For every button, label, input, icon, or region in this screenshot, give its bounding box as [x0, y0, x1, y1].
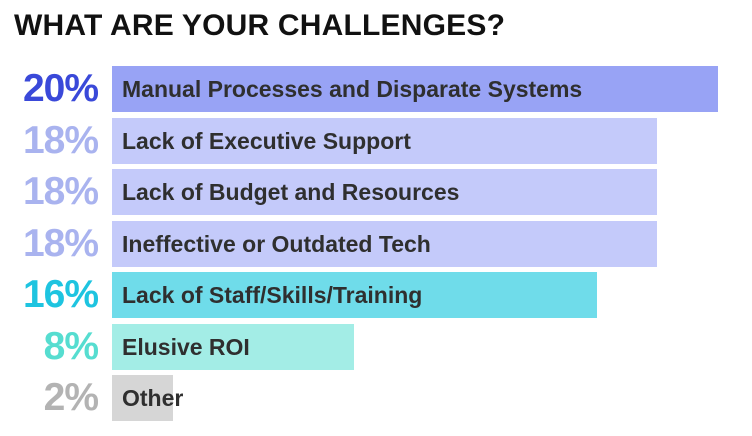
bar-row: 18% Ineffective or Outdated Tech [0, 221, 752, 267]
bar [112, 66, 718, 112]
value-label: 2% [43, 376, 99, 419]
value-label: 18% [22, 222, 99, 265]
category-label: Lack of Executive Support [122, 128, 411, 154]
category-label: Other [122, 385, 184, 411]
value-label: 20% [22, 67, 99, 110]
bar-row: 18% Lack of Budget and Resources [0, 169, 752, 215]
value-label: 8% [43, 325, 99, 368]
bar [112, 118, 657, 164]
value-label: 18% [22, 119, 99, 162]
category-label: Lack of Budget and Resources [122, 179, 460, 205]
category-label: Ineffective or Outdated Tech [122, 231, 431, 257]
bar-row: 8% Elusive ROI [0, 324, 752, 370]
value-label: 16% [22, 273, 99, 316]
bar [112, 324, 354, 370]
value-label: 18% [22, 170, 99, 213]
bar-row: 20% Manual Processes and Disparate System… [0, 66, 752, 112]
category-label: Manual Processes and Disparate Systems [122, 76, 583, 102]
bar-row: 16% Lack of Staff/Skills/Training [0, 272, 752, 318]
bar-row: 18% Lack of Executive Support [0, 118, 752, 164]
bar [112, 169, 657, 215]
category-label: Lack of Staff/Skills/Training [122, 282, 423, 308]
bar-row: 2% Other [0, 375, 752, 421]
bar [112, 221, 657, 267]
bar [112, 272, 597, 318]
chart-title: WHAT ARE YOUR CHALLENGES? [14, 9, 506, 42]
category-label: Elusive ROI [122, 334, 250, 360]
bar [112, 375, 173, 421]
